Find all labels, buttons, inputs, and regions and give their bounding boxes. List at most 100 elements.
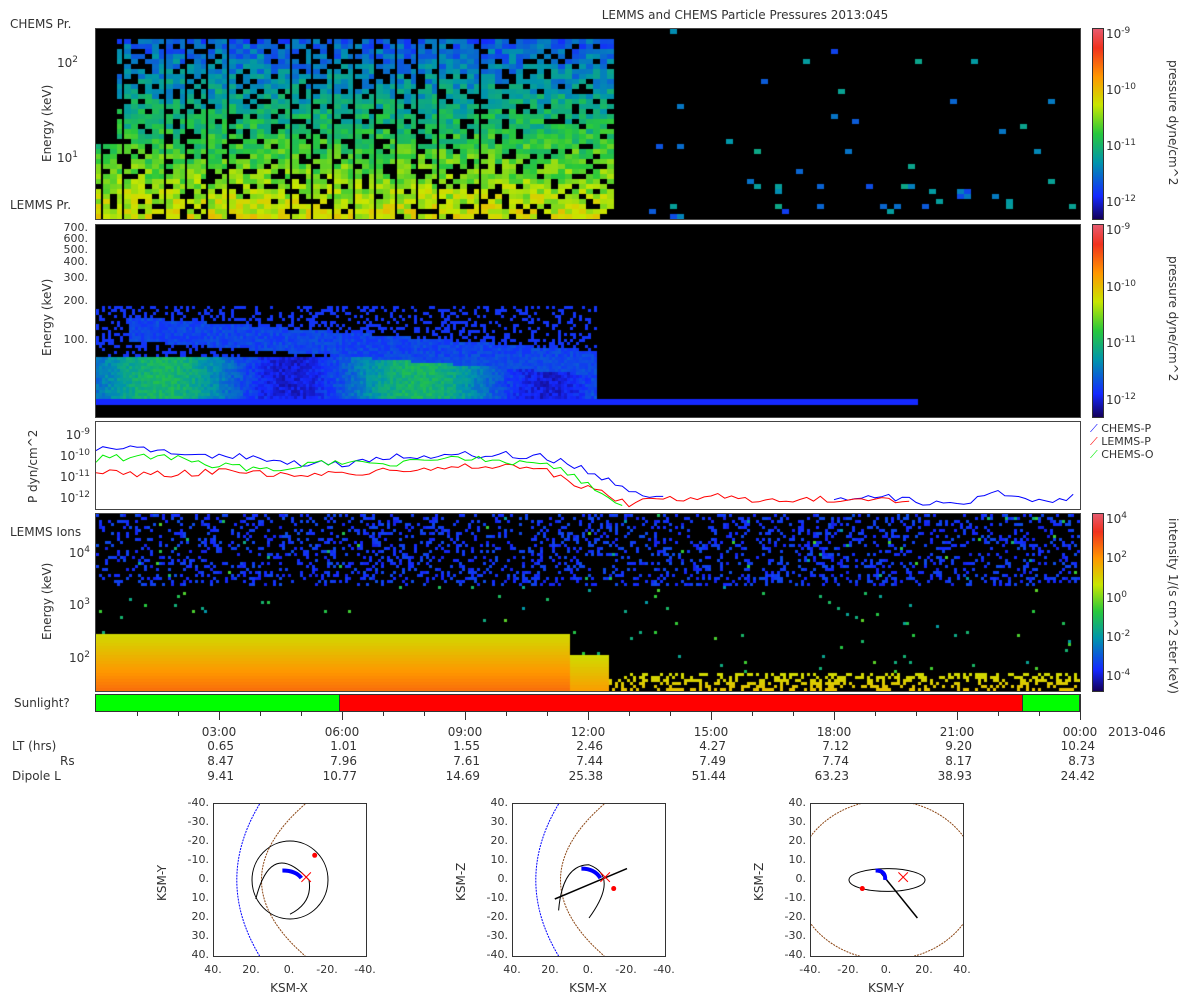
orbit-ytick: -40. (187, 796, 209, 809)
colorbar-tick: 10-12 (1106, 194, 1136, 209)
ephemeris-value: 51.44 (691, 769, 726, 783)
orbit-ytick: 10. (788, 853, 807, 866)
pressure-y-label: P dyn/cm^2 (26, 429, 40, 503)
ephemeris-row-label: LT (hrs) (12, 739, 57, 753)
lemms-ions-colorbar (1092, 513, 1104, 692)
legend-item: ⟋ CHEMS-O (1090, 448, 1154, 461)
ephemeris-row-label: Rs (60, 754, 75, 768)
orbit-xtick: 40. (953, 963, 971, 976)
lemms-pr-ytick: 700. (63, 221, 89, 234)
ephemeris-value: 8.73 (1068, 754, 1095, 768)
orbit-ytick: 40. (191, 948, 210, 961)
time-tick (711, 711, 712, 720)
lemms-ions-ytick: 102 (68, 650, 90, 665)
orbit-ytick: -40. (784, 948, 806, 961)
orbit-ytick: -30. (486, 929, 508, 942)
chems-spectrogram (95, 28, 1081, 220)
lemms-pr-ytick: 500. (63, 243, 89, 256)
colorbar-tick: 10-11 (1106, 335, 1136, 351)
time-tick (1080, 711, 1081, 720)
colorbar-tick: 10-10 (1106, 82, 1136, 97)
legend-swatch: ⟋ (1090, 448, 1102, 461)
ephemeris-value: 24.42 (1060, 769, 1095, 783)
lemms-pr-ytick: 400. (63, 255, 89, 268)
orbit-xtick: 20. (541, 963, 559, 976)
orbit-xtick: -20. (837, 963, 859, 976)
ephemeris-value: 1.01 (330, 739, 357, 753)
colorbar-tick: 102 (1106, 550, 1128, 566)
sunlight-bar (95, 694, 1081, 712)
orbit-ytick: -20. (784, 910, 806, 923)
lemms-pressure-spectrogram (95, 224, 1081, 418)
legend-label: LEMMS-P (1101, 435, 1151, 448)
legend-item: ⟋ CHEMS-P (1090, 422, 1154, 435)
legend-swatch: ⟋ (1090, 435, 1102, 448)
time-tick-label: 09:00 (447, 725, 483, 739)
time-tick (998, 711, 999, 716)
orbit-ytick: 30. (191, 929, 210, 942)
chems-panel-label: CHEMS Pr. (10, 17, 72, 31)
colorbar-tick: 10-12 (1106, 392, 1136, 407)
time-tick (916, 711, 917, 716)
ephemeris-value: 25.38 (568, 769, 603, 783)
time-tick-label: 18:00 (816, 725, 852, 739)
time-tick (875, 711, 876, 716)
orbit-ytick: 20. (191, 910, 210, 923)
time-tick (137, 711, 138, 716)
ephemeris-value: 7.96 (330, 754, 357, 768)
chems-colorbar (1092, 28, 1104, 220)
orbit-ytick: 10. (490, 853, 509, 866)
sunlit-segment (1022, 695, 1080, 711)
colorbar-tick: 10-9 (1106, 26, 1131, 41)
time-tick-label: 12:00 (570, 725, 606, 739)
orbit-xtick: -20. (316, 963, 338, 976)
ephemeris-value: 0.65 (207, 739, 234, 753)
colorbar-tick: 10-2 (1106, 628, 1131, 644)
time-tick (547, 711, 548, 716)
lemms-ions-spectrogram (95, 513, 1081, 692)
series-line-chems-o (95, 453, 623, 506)
orbit-x-label: KSM-X (270, 981, 308, 995)
orbit-xtick: 40. (204, 963, 222, 976)
orbit-ytick: 10. (191, 891, 210, 904)
orbit-xtick: 0. (582, 963, 594, 976)
time-tick-label: 03:00 (201, 725, 237, 739)
ephemeris-value: 14.69 (445, 769, 480, 783)
orbit-xtick: -20. (615, 963, 637, 976)
ephemeris-value: 7.44 (576, 754, 603, 768)
orbit-y-label: KSM-Y (155, 864, 169, 901)
ephemeris-value: 38.93 (937, 769, 972, 783)
orbit-xtick: 40. (503, 963, 521, 976)
legend-label: CHEMS-O (1101, 448, 1154, 461)
ephemeris-value: 10.24 (1060, 739, 1095, 753)
colorbar-tick: 104 (1106, 511, 1128, 526)
orbit-ytick: -10. (187, 853, 209, 866)
pressure-ytick: 10-12 (60, 490, 90, 505)
lemms-ions-colorbar-label: intensity 1/(s cm^2 ster keV) (1166, 518, 1180, 694)
ephemeris-value: 7.74 (822, 754, 849, 768)
ephemeris-row-label: Dipole L (12, 769, 61, 783)
ephemeris-value: 10.77 (322, 769, 357, 783)
time-tick (506, 711, 507, 716)
time-tick (465, 711, 466, 720)
orbit-ytick: 0. (497, 872, 509, 885)
lemms-ions-panel-label: LEMMS Ions (10, 525, 82, 539)
lemms-pr-ytick: 600. (63, 232, 89, 245)
ephemeris-value: 9.20 (945, 739, 972, 753)
sunlit-segment (96, 695, 340, 711)
chems-ytick: 102 (56, 55, 78, 70)
orbit-xtick: 20. (915, 963, 933, 976)
time-tick (670, 711, 671, 716)
colorbar-tick: 100 (1106, 589, 1128, 605)
orbit-ytick: 30. (490, 815, 509, 828)
orbit-ytick: -20. (486, 910, 508, 923)
orbit-ytick: -30. (187, 815, 209, 828)
legend-item: ⟋ LEMMS-P (1090, 435, 1154, 448)
orbit-ytick: -10. (784, 891, 806, 904)
pressure-ytick: 10-11 (60, 469, 90, 484)
ephemeris-value: 8.17 (945, 754, 972, 768)
orbit-x-label: KSM-X (569, 981, 607, 995)
time-tick (383, 711, 384, 716)
ephemeris-value: 7.12 (822, 739, 849, 753)
